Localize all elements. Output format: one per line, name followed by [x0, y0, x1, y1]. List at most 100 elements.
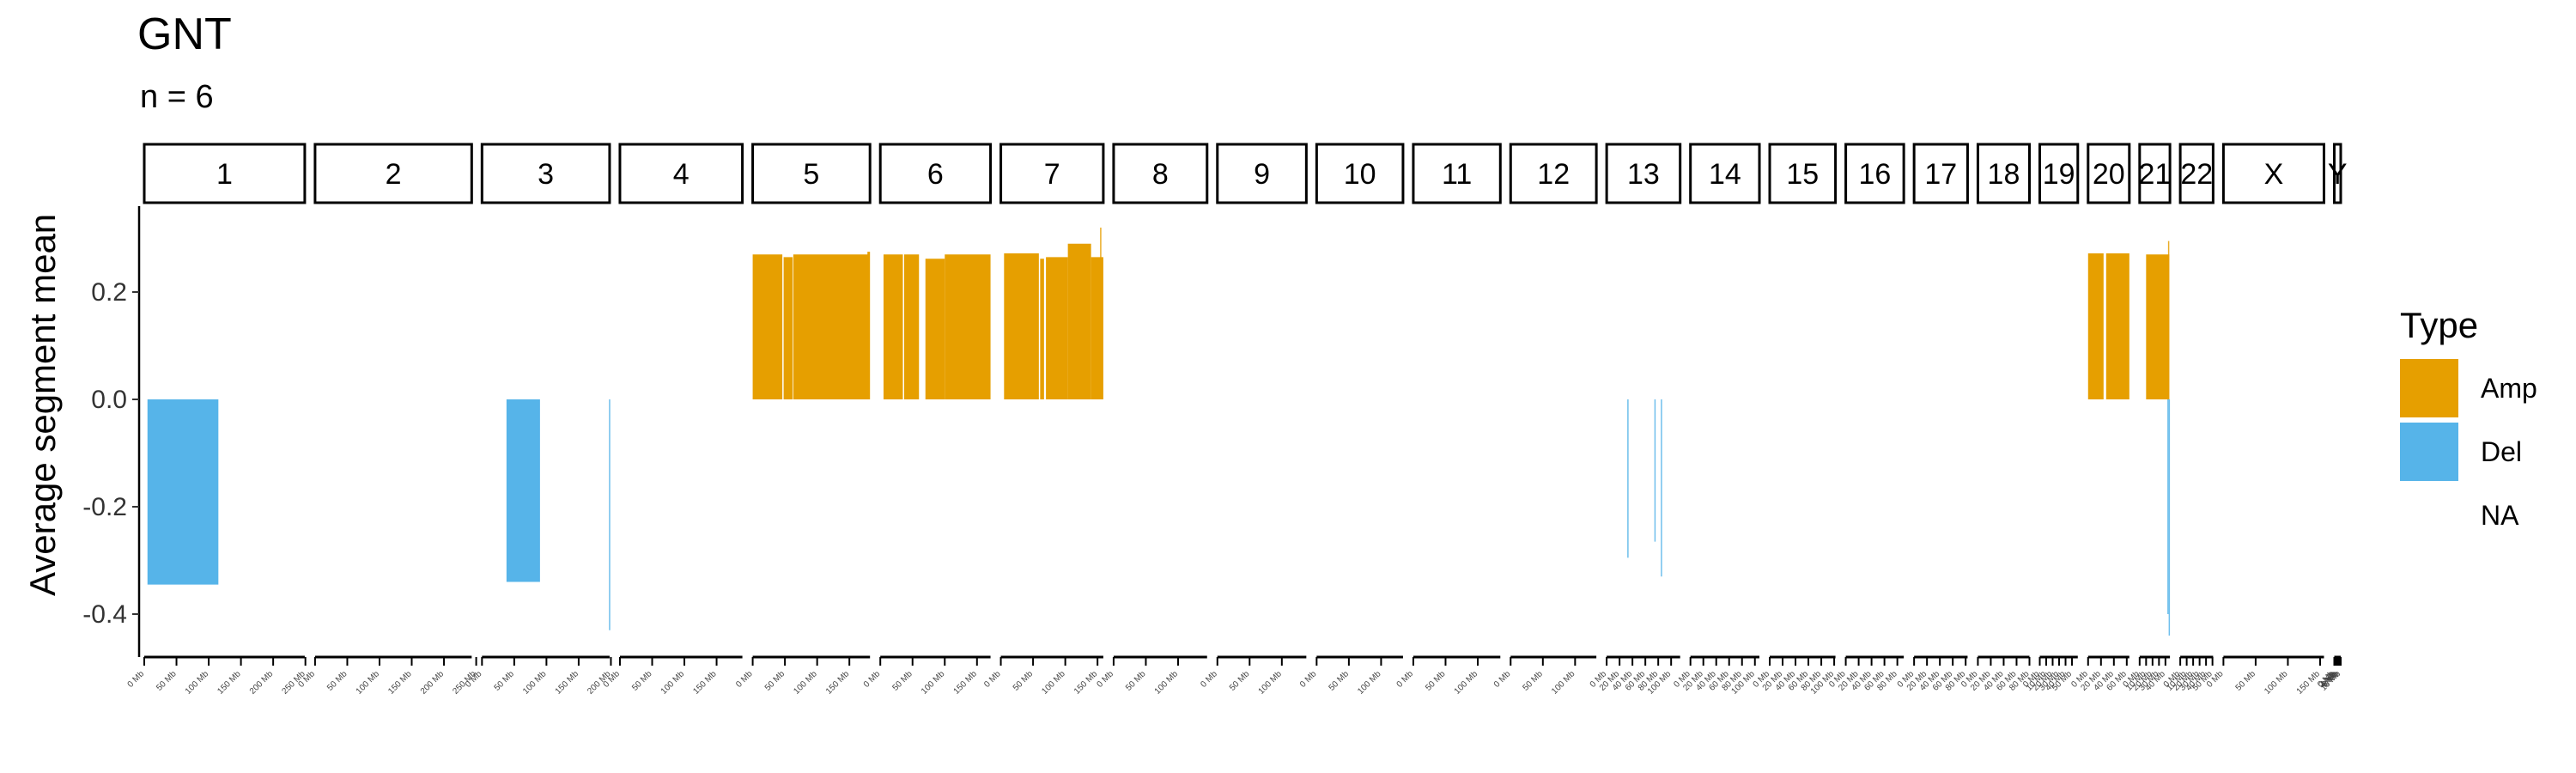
segment-bar-amp — [783, 257, 793, 399]
strip-box — [1216, 143, 1308, 204]
segment-bar-del — [1661, 399, 1662, 577]
x-tick-label: 100 Mb — [1550, 669, 1577, 697]
strip-box — [1976, 143, 2031, 204]
x-tick-label: 200 Mb — [248, 669, 276, 697]
strip-label: 14 — [1709, 158, 1741, 191]
x-tick-label: 0 Mb — [734, 669, 755, 690]
strip-label: 15 — [1786, 158, 1819, 191]
x-tick-label: 150 Mb — [386, 669, 414, 697]
strip-label: 16 — [1858, 158, 1891, 191]
strip-box — [1844, 143, 1905, 204]
x-tick-label: 100 Mb — [521, 669, 549, 697]
legend-item-na: NA — [2400, 484, 2537, 547]
strip-label: X — [2264, 158, 2284, 191]
strip-label: 2 — [386, 158, 402, 191]
segment-bar-amp — [2146, 254, 2170, 399]
legend-label-del: Del — [2481, 435, 2523, 467]
chromosome-panel-4: 40 Mb 50 Mb 100 Mb 150 Mb — [602, 143, 744, 697]
legend-label-na: NA — [2481, 499, 2519, 531]
x-tick-label: 100 Mb — [355, 669, 382, 697]
legend-key-amp — [2400, 359, 2458, 417]
strip-label: 17 — [1924, 158, 1957, 191]
x-tick-label: 100 Mb — [1257, 669, 1285, 697]
strip-box — [1605, 143, 1682, 204]
segment-bar-del — [1654, 399, 1656, 542]
chart-subtitle: n = 6 — [140, 79, 214, 115]
x-tick-label: 150 Mb — [952, 669, 980, 697]
segment-bar-amp — [1046, 257, 1068, 399]
strip-box — [1768, 143, 1838, 204]
strip-box — [1112, 143, 1209, 204]
strip-box — [1412, 143, 1502, 204]
strip-label: 19 — [2043, 158, 2075, 191]
x-tick-label: 100 Mb — [2263, 669, 2290, 697]
x-tick-label: 0 Mb — [1298, 669, 1319, 690]
x-tick-label: 100 Mb — [1040, 669, 1067, 697]
segment-bar-amp — [867, 252, 871, 399]
segment-bar-amp — [793, 254, 870, 399]
segment-bar-amp — [925, 259, 945, 399]
y-axis: 0.2 0.0 -0.2 -0.4 — [82, 206, 141, 657]
strip-box — [999, 143, 1105, 204]
segment-bar-amp — [945, 254, 991, 399]
segment-bar-del — [2168, 399, 2171, 636]
strip-label: 20 — [2093, 158, 2125, 191]
y-tick-label: -0.2 — [82, 493, 127, 521]
strip-box — [1689, 143, 1761, 204]
x-tick-label: 100 Mb — [184, 669, 211, 697]
segment-bar-del — [609, 399, 611, 630]
chromosome-panel-2: 20 Mb 50 Mb 100 Mb 150 Mb 200 Mb 250 Mb — [297, 143, 478, 697]
x-tick-label: 150 Mb — [691, 669, 719, 697]
legend-item-del: Del — [2400, 420, 2537, 484]
strip-label: 5 — [803, 158, 819, 191]
strip-box — [2087, 143, 2131, 204]
segment-bar-del — [1627, 399, 1629, 558]
x-tick-label: 50 Mb — [1327, 669, 1352, 693]
x-tick-label: 50 Mb — [1521, 669, 1545, 693]
segment-bar-del — [506, 399, 540, 582]
x-tick-label: 150 Mb — [216, 669, 243, 697]
legend-label-amp: Amp — [2481, 372, 2537, 404]
x-tick-label: 50 Mb — [630, 669, 654, 693]
x-tick-label: 50 Mb — [1228, 669, 1252, 693]
x-tick-label: 50 Mb — [2234, 669, 2258, 693]
chromosome-panel-5: 50 Mb 50 Mb 100 Mb 150 Mb — [734, 143, 872, 697]
x-tick-label: 0 Mb — [126, 669, 147, 690]
strip-box — [618, 143, 744, 204]
x-tick-label: 50 Mb — [1124, 669, 1148, 693]
chromosome-panel-6: 6 0 Mb 50 Mb 100 Mb 150 Mb — [862, 143, 993, 697]
strip-label: 21 — [2139, 158, 2172, 191]
segment-bar-amp — [752, 254, 783, 399]
strip-label: 9 — [1254, 158, 1270, 191]
segment-bar-amp — [903, 254, 920, 399]
strip-box — [1912, 143, 1969, 204]
strip-box — [143, 143, 307, 204]
strip-box — [2221, 143, 2325, 204]
segment-bar-amp — [2167, 240, 2170, 399]
y-tick-label: 0.2 — [91, 278, 127, 307]
x-tick-label: 150 Mb — [824, 669, 852, 697]
segment-bar-amp — [2087, 253, 2104, 399]
legend-item-amp: Amp — [2400, 356, 2537, 420]
strip-label: 10 — [1344, 158, 1376, 191]
chromosome-panel-11: 11 0 Mb 50 Mb 100 Mb — [1395, 143, 1502, 697]
x-tick-label: 100 Mb — [1356, 669, 1383, 697]
x-tick-label: 50 Mb — [763, 669, 787, 693]
segment-bar-del — [2167, 399, 2169, 614]
x-tick-label: 50 Mb — [493, 669, 517, 693]
strip-box — [751, 143, 872, 204]
segment-bar-del — [147, 399, 219, 585]
strip-box — [878, 143, 993, 204]
legend-title: Type — [2400, 305, 2479, 345]
x-tick-label: 50 Mb — [890, 669, 914, 693]
